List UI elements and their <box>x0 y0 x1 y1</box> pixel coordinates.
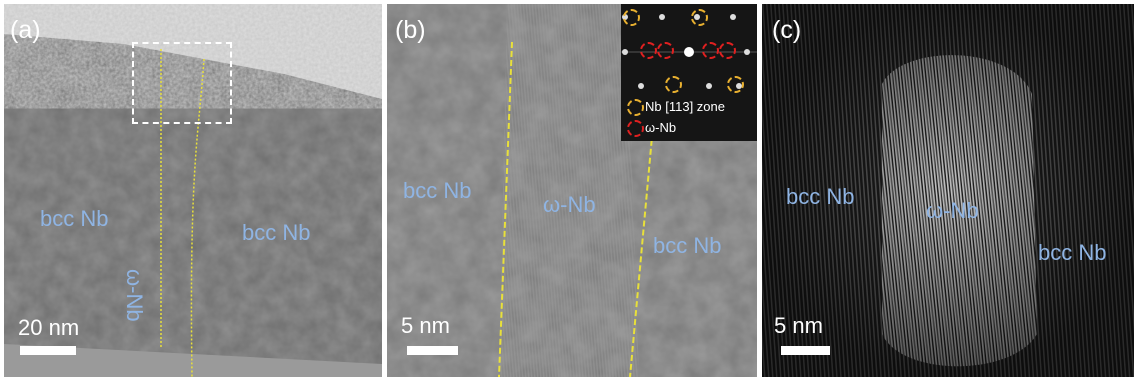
panel-c-filtered-image <box>762 4 1134 377</box>
diffraction-inset <box>621 4 757 141</box>
omega-ring <box>719 42 736 59</box>
phase-label: bcc Nb <box>242 220 311 245</box>
phase-label: bcc Nb <box>403 178 472 203</box>
legend-nb-ring <box>627 99 644 116</box>
phase-label: bcc Nb <box>786 184 855 209</box>
phase-label: ω-Nb <box>543 192 596 217</box>
legend-omega-label: ω-Nb <box>645 120 677 135</box>
phase-label: bcc Nb <box>653 233 722 258</box>
phase-label: ω-Nb <box>122 269 147 322</box>
phase-label: ω-Nb <box>926 198 979 223</box>
panel-a: (a) bcc Nb bcc Nb ω-Nb 20 nm <box>4 4 382 377</box>
nb-zone-ring <box>623 9 640 26</box>
scale-bar <box>781 346 830 355</box>
phase-label: bcc Nb <box>40 206 109 231</box>
omega-ring <box>657 42 674 59</box>
diffraction-pattern <box>621 14 757 89</box>
panel-c: (c) bcc Nb ω-Nb bcc Nb 5 nm <box>762 4 1134 377</box>
scale-bar-label: 5 nm <box>774 313 823 338</box>
nb-zone-ring <box>691 9 708 26</box>
omega-boundaries <box>498 41 656 377</box>
nb-zone-ring <box>727 76 744 93</box>
phase-label: bcc Nb <box>1038 240 1107 265</box>
scale-bar <box>407 346 458 355</box>
scale-bar-label: 20 nm <box>18 315 80 340</box>
selection-box <box>132 42 232 124</box>
panel-b-label: (b) <box>395 16 426 44</box>
panel-a-label: (a) <box>10 16 41 44</box>
legend-nb-label: Nb [113] zone <box>645 99 725 114</box>
legend-omega-ring <box>627 120 644 137</box>
panel-b: Nb [113] zone ω-Nb (b) bcc Nb ω-Nb bcc N… <box>387 4 757 377</box>
nb-zone-ring <box>665 76 682 93</box>
scale-bar <box>20 346 76 355</box>
omega-boundaries <box>160 49 205 377</box>
panel-c-label: (c) <box>772 16 802 44</box>
omega-ring <box>640 42 657 59</box>
scale-bar-label: 5 nm <box>401 313 450 338</box>
omega-ring <box>702 42 719 59</box>
